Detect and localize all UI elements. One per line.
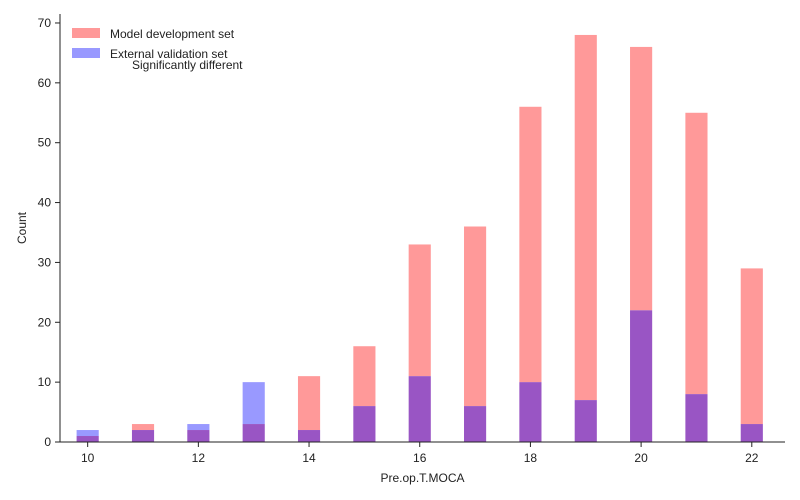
bar-overlap-19 <box>574 400 597 442</box>
bar-overlap-12 <box>187 430 210 442</box>
x-axis-title: Pre.op.T.MOCA <box>380 471 464 485</box>
bar-segment-10 <box>76 430 99 437</box>
bar-overlap-22 <box>740 424 763 442</box>
bar-overlap-18 <box>519 382 542 442</box>
x-tick-label: 12 <box>192 451 206 465</box>
legend-label-external-validation: External validation set <box>110 47 228 61</box>
x-tick-label: 22 <box>745 451 759 465</box>
legend-swatch-model-development <box>72 28 100 38</box>
axes-layer <box>59 14 785 443</box>
bar-segment-15 <box>353 346 376 407</box>
legend-swatch-external-validation <box>72 48 100 58</box>
y-tick-label: 60 <box>38 76 52 90</box>
bar-segment-11 <box>131 424 155 431</box>
bar-overlap-11 <box>131 430 155 442</box>
bar-segment-13 <box>242 382 265 425</box>
legend: Model development set External validatio… <box>72 27 235 61</box>
y-ticks: 0 10 20 30 40 50 60 70 <box>38 16 60 449</box>
bar-segment-18 <box>519 106 542 383</box>
bar-segment-21 <box>685 112 708 395</box>
bars-layer <box>76 34 763 442</box>
bar-overlap-13 <box>242 424 265 442</box>
y-tick-label: 10 <box>38 375 52 389</box>
x-tick-label: 10 <box>81 451 95 465</box>
bar-overlap-15 <box>353 406 376 442</box>
y-tick-label: 0 <box>44 435 51 449</box>
significance-annotation: Significantly different <box>132 58 243 72</box>
bar-segment-19 <box>574 34 597 401</box>
bar-overlap-16 <box>408 376 431 442</box>
x-tick-label: 16 <box>413 451 427 465</box>
bar-overlap-20 <box>630 310 653 442</box>
x-tick-label: 18 <box>524 451 538 465</box>
x-tick-label: 20 <box>634 451 648 465</box>
x-tick-label: 14 <box>302 451 316 465</box>
y-tick-label: 20 <box>38 315 52 329</box>
y-tick-label: 70 <box>38 16 52 30</box>
bar-overlap-10 <box>76 436 99 442</box>
bar-segment-12 <box>187 424 210 431</box>
bar-segment-16 <box>408 244 431 377</box>
y-tick-label: 50 <box>38 136 52 150</box>
bar-overlap-17 <box>464 406 487 442</box>
bar-overlap-14 <box>297 430 321 442</box>
x-ticks: 10 12 14 16 18 20 22 <box>81 442 759 465</box>
bar-overlap-21 <box>685 394 708 442</box>
y-tick-label: 30 <box>38 255 52 269</box>
bar-segment-14 <box>297 376 321 431</box>
bar-segment-17 <box>464 226 487 407</box>
bar-segment-20 <box>630 46 653 311</box>
y-tick-label: 40 <box>38 196 52 210</box>
legend-label-model-development: Model development set <box>110 27 235 41</box>
y-axis-title: Count <box>15 211 29 244</box>
bar-segment-22 <box>740 268 763 425</box>
